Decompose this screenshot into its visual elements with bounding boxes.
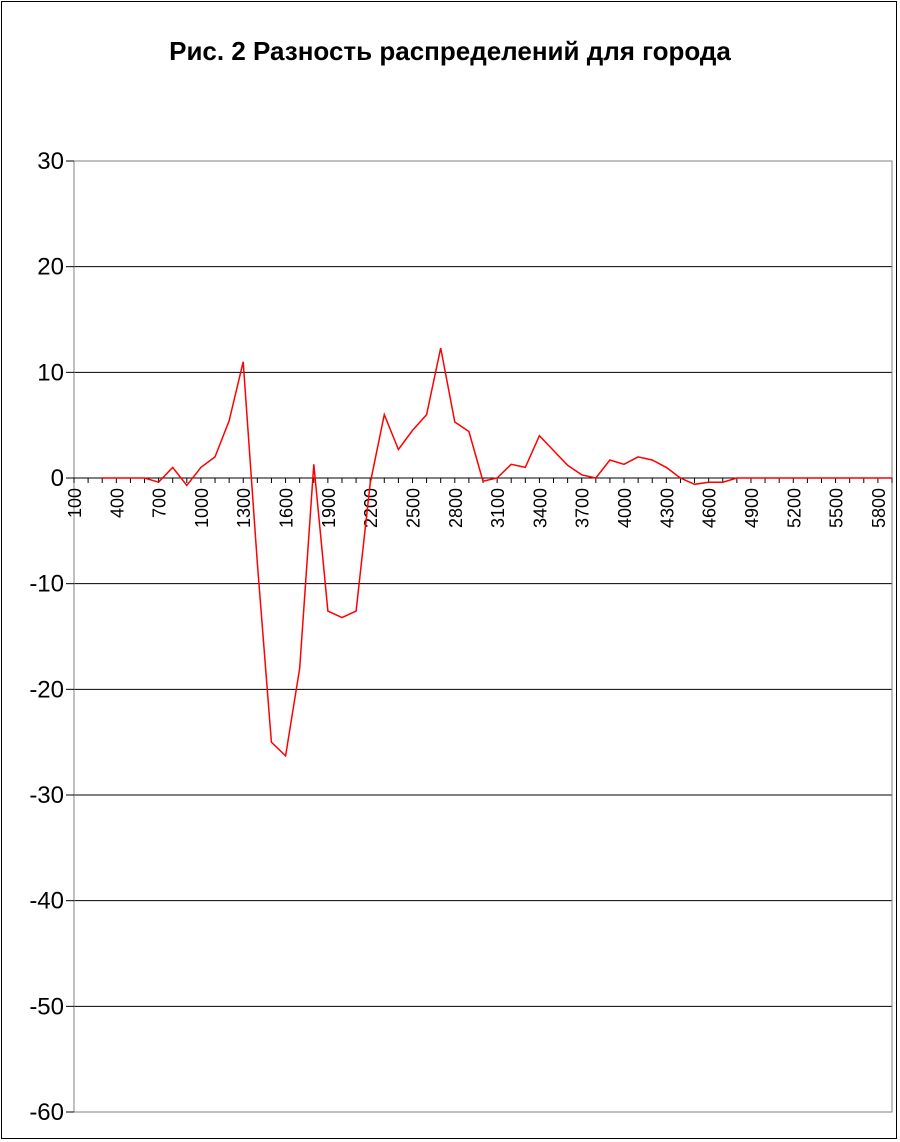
x-tick-label: 4300 [657, 488, 677, 528]
x-tick-label: 2800 [446, 488, 466, 528]
y-tick-label: 20 [37, 254, 64, 281]
x-tick-label: 1000 [192, 488, 212, 528]
series-group [102, 347, 892, 758]
x-axis-ticks: 100 400 700 1000 1300 1600 1900 2200 2500 2800 310… [65, 478, 893, 528]
x-tick-label: 3700 [573, 488, 593, 528]
x-tick-label: 1300 [234, 488, 254, 528]
x-tick-label: 4000 [615, 488, 635, 528]
y-tick-label: 10 [37, 359, 64, 386]
x-tick-label: 5500 [827, 488, 847, 528]
y-tick-label: -30 [29, 782, 64, 809]
y-tick-label: -20 [29, 676, 64, 703]
x-tick-label: 5800 [869, 488, 889, 528]
chart-title: Рис. 2 Разность распределений для города [169, 36, 731, 66]
y-tick-label: -10 [29, 571, 64, 598]
axes [73, 160, 893, 1113]
x-tick-label: 700 [150, 488, 170, 518]
x-tick-label: 3100 [488, 488, 508, 528]
gridlines [74, 160, 892, 1113]
x-tick-label: 2200 [361, 488, 381, 528]
y-tick-label: 30 [37, 148, 64, 175]
x-tick-label: 1600 [277, 488, 297, 528]
x-tick-label: 400 [107, 488, 127, 518]
y-axis-ticks: 30 20 10 0 -10 -20 -30 -40 -50 -60 [29, 148, 74, 1126]
x-tick-label: 4600 [700, 488, 720, 528]
y-tick-label: -40 [29, 888, 64, 915]
y-tick-label: 0 [51, 465, 64, 492]
x-tick-label: 4900 [742, 488, 762, 528]
x-tick-label: 3400 [530, 488, 550, 528]
x-tick-label: 100 [65, 488, 85, 518]
y-tick-label: -50 [29, 993, 64, 1020]
y-tick-label: -60 [29, 1099, 64, 1126]
x-tick-label: 2500 [403, 488, 423, 528]
x-tick-label: 1900 [319, 488, 339, 528]
plot-area [73, 160, 893, 1113]
series-line [102, 347, 892, 758]
x-tick-label: 5200 [784, 488, 804, 528]
